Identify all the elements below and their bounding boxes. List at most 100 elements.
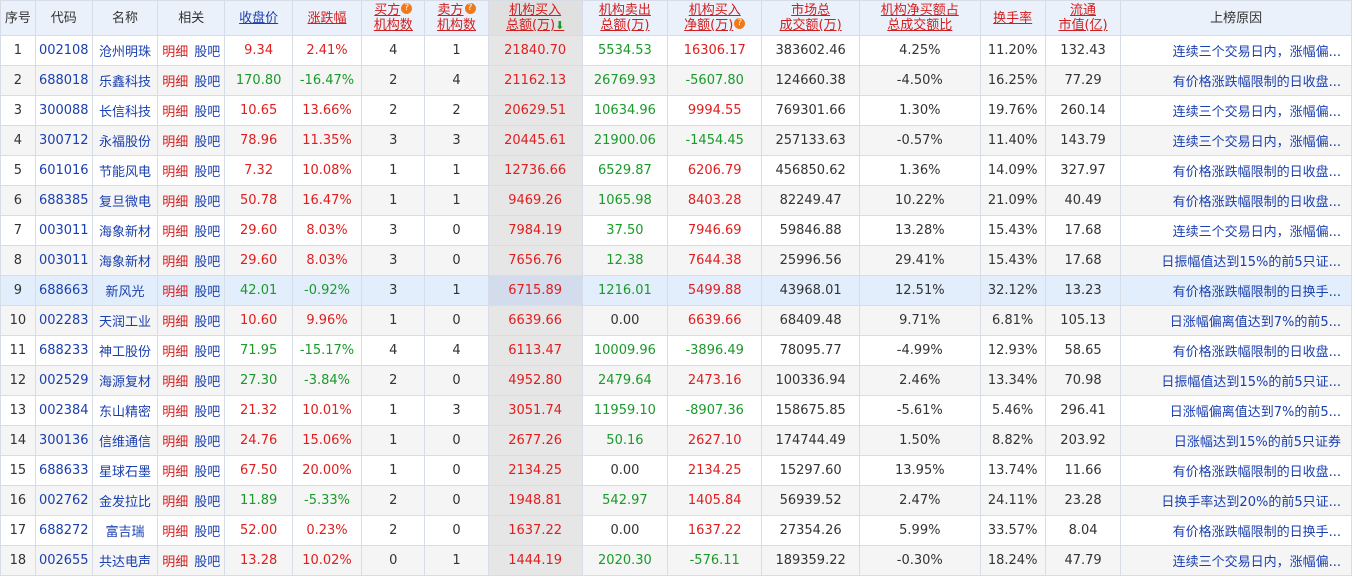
table-row[interactable]: 16 002762 金发拉比 明细 股吧 11.89 -5.33% 2 0 1948.81 542.…	[0, 485, 1352, 516]
header-sellers-sort[interactable]: 卖方? 机构数	[424, 0, 489, 36]
guba-link[interactable]: 股吧	[194, 135, 221, 150]
guba-link[interactable]: 股吧	[194, 375, 221, 390]
guba-link[interactable]: 股吧	[194, 315, 221, 330]
table-row[interactable]: 5 601016 节能风电 明细 股吧 7.32 10.08% 1 1 12736.66 6529.…	[0, 155, 1352, 186]
guba-link[interactable]: 股吧	[194, 495, 221, 510]
detail-link[interactable]: 明细	[162, 435, 189, 450]
table-row[interactable]: 12 002529 海源复材 明细 股吧 27.30 -3.84% 2 0 4952.80 2479…	[0, 365, 1352, 396]
guba-link[interactable]: 股吧	[194, 465, 221, 480]
table-row[interactable]: 18 002655 共达电声 明细 股吧 13.28 10.02% 0 1 1444.19 2020…	[0, 545, 1352, 576]
stock-name-link[interactable]: 海象新材	[91, 245, 159, 276]
stock-code-link[interactable]: 002529	[34, 365, 93, 396]
stock-name-link[interactable]: 节能风电	[91, 155, 159, 186]
detail-link[interactable]: 明细	[162, 45, 189, 60]
guba-link[interactable]: 股吧	[194, 75, 221, 90]
header-buyers-sort[interactable]: 买方? 机构数	[361, 0, 426, 36]
table-row[interactable]: 11 688233 神工股份 明细 股吧 71.95 -15.17% 4 4 6113.47 100…	[0, 335, 1352, 366]
table-row[interactable]: 13 002384 东山精密 明细 股吧 21.32 10.01% 1 3 3051.74 1195…	[0, 395, 1352, 426]
header-buy-total-sort[interactable]: 机构买入 总额(万)⬇	[487, 0, 583, 36]
stock-code-link[interactable]: 300712	[34, 125, 93, 156]
table-row[interactable]: 7 003011 海象新材 明细 股吧 29.60 8.03% 3 0 7984.19 37.50 7…	[0, 215, 1352, 246]
reason-link[interactable]: 连续三个交易日内，涨幅偏...	[1120, 545, 1352, 576]
guba-link[interactable]: 股吧	[194, 285, 221, 300]
reason-link[interactable]: 连续三个交易日内，涨幅偏...	[1120, 35, 1352, 66]
reason-link[interactable]: 有价格涨跌幅限制的日收盘...	[1120, 65, 1352, 96]
reason-link[interactable]: 连续三个交易日内，涨幅偏...	[1120, 95, 1352, 126]
detail-link[interactable]: 明细	[162, 255, 189, 270]
guba-link[interactable]: 股吧	[194, 525, 221, 540]
guba-link[interactable]: 股吧	[194, 555, 221, 570]
table-row[interactable]: 14 300136 信维通信 明细 股吧 24.76 15.06% 1 0 2677.26 50.1…	[0, 425, 1352, 456]
table-row[interactable]: 9 688663 新风光 明细 股吧 42.01 -0.92% 3 1 6715.89 1216.0…	[0, 275, 1352, 306]
stock-code-link[interactable]: 688233	[34, 335, 93, 366]
table-row[interactable]: 1 002108 沧州明珠 明细 股吧 9.34 2.41% 4 1 21840.70 5534.5…	[0, 35, 1352, 66]
stock-code-link[interactable]: 002762	[34, 485, 93, 516]
guba-link[interactable]: 股吧	[194, 45, 221, 60]
detail-link[interactable]: 明细	[162, 75, 189, 90]
guba-link[interactable]: 股吧	[194, 165, 221, 180]
reason-link[interactable]: 日涨幅达到15%的前5只证券	[1120, 425, 1352, 456]
stock-name-link[interactable]: 复旦微电	[91, 185, 159, 216]
header-close-sort[interactable]: 收盘价	[224, 0, 293, 36]
header-float-cap-sort[interactable]: 流通 市值(亿)	[1044, 0, 1122, 36]
stock-name-link[interactable]: 海源复材	[91, 365, 159, 396]
stock-code-link[interactable]: 300136	[34, 425, 93, 456]
stock-name-link[interactable]: 星球石墨	[91, 455, 159, 486]
stock-name-link[interactable]: 共达电声	[91, 545, 159, 576]
stock-code-link[interactable]: 002655	[34, 545, 93, 576]
stock-code-link[interactable]: 300088	[34, 95, 93, 126]
guba-link[interactable]: 股吧	[194, 105, 221, 120]
header-turnover-rate-sort[interactable]: 换手率	[979, 0, 1046, 36]
detail-link[interactable]: 明细	[162, 555, 189, 570]
reason-link[interactable]: 日振幅值达到15%的前5只证...	[1120, 365, 1352, 396]
reason-link[interactable]: 日涨幅偏离值达到7%的前5...	[1120, 305, 1352, 336]
guba-link[interactable]: 股吧	[194, 225, 221, 240]
detail-link[interactable]: 明细	[162, 405, 189, 420]
detail-link[interactable]: 明细	[162, 465, 189, 480]
detail-link[interactable]: 明细	[162, 525, 189, 540]
stock-name-link[interactable]: 新风光	[91, 275, 159, 306]
reason-link[interactable]: 日换手率达到20%的前5只证...	[1120, 485, 1352, 516]
detail-link[interactable]: 明细	[162, 495, 189, 510]
reason-link[interactable]: 日振幅值达到15%的前5只证...	[1120, 245, 1352, 276]
stock-name-link[interactable]: 海象新材	[91, 215, 159, 246]
reason-link[interactable]: 有价格涨跌幅限制的日换手...	[1120, 515, 1352, 546]
stock-code-link[interactable]: 688272	[34, 515, 93, 546]
table-row[interactable]: 3 300088 长信科技 明细 股吧 10.65 13.66% 2 2 20629.51 1063…	[0, 95, 1352, 126]
header-change-sort[interactable]: 涨跌幅	[291, 0, 363, 36]
table-row[interactable]: 10 002283 天润工业 明细 股吧 10.60 9.96% 1 0 6639.66 0.00 6…	[0, 305, 1352, 336]
guba-link[interactable]: 股吧	[194, 405, 221, 420]
detail-link[interactable]: 明细	[162, 105, 189, 120]
reason-link[interactable]: 有价格涨跌幅限制的日换手...	[1120, 275, 1352, 306]
stock-code-link[interactable]: 688018	[34, 65, 93, 96]
help-icon[interactable]: ?	[734, 18, 746, 29]
stock-name-link[interactable]: 永福股份	[91, 125, 159, 156]
detail-link[interactable]: 明细	[162, 345, 189, 360]
table-row[interactable]: 2 688018 乐鑫科技 明细 股吧 170.80 -16.47% 2 4 21162.13 26…	[0, 65, 1352, 96]
stock-code-link[interactable]: 002283	[34, 305, 93, 336]
reason-link[interactable]: 有价格涨跌幅限制的日收盘...	[1120, 335, 1352, 366]
guba-link[interactable]: 股吧	[194, 345, 221, 360]
reason-link[interactable]: 连续三个交易日内，涨幅偏...	[1120, 215, 1352, 246]
stock-name-link[interactable]: 东山精密	[91, 395, 159, 426]
stock-name-link[interactable]: 沧州明珠	[91, 35, 159, 66]
header-market-turnover-sort[interactable]: 市场总 成交额(万)	[761, 0, 861, 36]
table-row[interactable]: 15 688633 星球石墨 明细 股吧 67.50 20.00% 1 0 2134.25 0.00…	[0, 455, 1352, 486]
header-sell-total-sort[interactable]: 机构卖出 总额(万)	[581, 0, 669, 36]
stock-code-link[interactable]: 688633	[34, 455, 93, 486]
guba-link[interactable]: 股吧	[194, 435, 221, 450]
stock-name-link[interactable]: 乐鑫科技	[91, 65, 159, 96]
stock-name-link[interactable]: 金发拉比	[91, 485, 159, 516]
header-net-ratio-sort[interactable]: 机构净买额占 总成交额比	[859, 0, 981, 36]
stock-name-link[interactable]: 信维通信	[91, 425, 159, 456]
detail-link[interactable]: 明细	[162, 165, 189, 180]
stock-code-link[interactable]: 601016	[34, 155, 93, 186]
stock-name-link[interactable]: 天润工业	[91, 305, 159, 336]
detail-link[interactable]: 明细	[162, 285, 189, 300]
stock-code-link[interactable]: 003011	[34, 215, 93, 246]
help-icon[interactable]: ?	[401, 3, 413, 14]
reason-link[interactable]: 有价格涨跌幅限制的日收盘...	[1120, 185, 1352, 216]
guba-link[interactable]: 股吧	[194, 195, 221, 210]
detail-link[interactable]: 明细	[162, 135, 189, 150]
guba-link[interactable]: 股吧	[194, 255, 221, 270]
